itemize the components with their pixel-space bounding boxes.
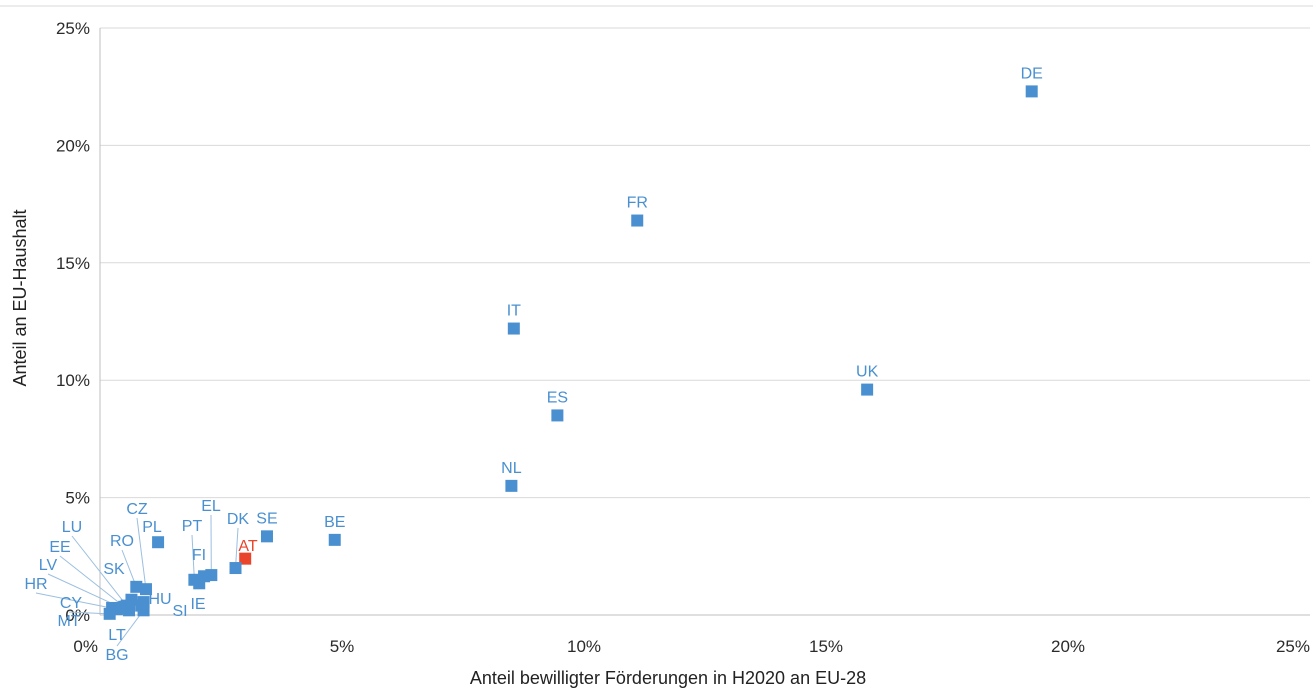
label-ie: IE xyxy=(190,596,205,613)
point-it xyxy=(507,322,520,335)
x-tick-label: 0% xyxy=(73,637,98,656)
label-at: AT xyxy=(238,538,257,555)
leader-cz xyxy=(136,517,147,590)
x-axis-ticks: 0% 5% 10% 15% 20% 25% xyxy=(73,637,1310,656)
y-tick-label: 25% xyxy=(56,19,90,38)
grid-lines xyxy=(100,27,1310,499)
data-points xyxy=(103,85,1038,620)
label-lt: LT xyxy=(108,627,126,644)
data-labels: DE FR IT UK ES NL BE SE PL AT DK EL PT FI IE CZ RO SK HUSI… xyxy=(24,65,1042,664)
y-tick-label: 20% xyxy=(56,136,90,155)
leader-dk xyxy=(235,527,239,569)
label-cy: CY xyxy=(60,595,83,612)
point-es xyxy=(551,409,564,422)
label-pt: PT xyxy=(182,518,203,535)
label-hr: HR xyxy=(24,576,47,593)
point-cz xyxy=(139,583,152,596)
y-tick-label: 5% xyxy=(65,489,90,508)
point-uk xyxy=(861,383,874,396)
point-be xyxy=(328,533,341,546)
point-de xyxy=(1025,85,1038,98)
x-tick-label: 25% xyxy=(1276,637,1310,656)
label-nl: NL xyxy=(501,460,522,477)
leader-lu xyxy=(71,535,128,606)
label-es: ES xyxy=(547,389,568,406)
label-se: SE xyxy=(256,510,277,527)
label-uk: UK xyxy=(856,364,879,381)
point-ie xyxy=(193,577,206,590)
leader-ee xyxy=(59,555,125,608)
label-sk: SK xyxy=(103,561,125,578)
label-ro: RO xyxy=(110,533,134,550)
y-tick-label: 10% xyxy=(56,371,90,390)
point-ro xyxy=(130,580,143,593)
x-tick-label: 15% xyxy=(809,637,843,656)
point-lu xyxy=(120,599,133,612)
leader-ro xyxy=(121,549,137,588)
point-dk xyxy=(229,562,242,575)
point-se xyxy=(260,530,273,543)
x-tick-label: 20% xyxy=(1051,637,1085,656)
label-fr: FR xyxy=(627,195,648,212)
label-lu: LU xyxy=(62,519,82,536)
point-bg xyxy=(137,604,150,617)
label-be: BE xyxy=(324,514,345,531)
leader-hr xyxy=(35,592,118,610)
label-el: EL xyxy=(201,498,221,515)
point-fr xyxy=(631,214,644,227)
label-pl: PL xyxy=(142,519,162,536)
label-it: IT xyxy=(507,303,521,320)
point-at xyxy=(239,552,252,565)
label-bg: BG xyxy=(105,647,128,664)
y-tick-label: 0% xyxy=(65,606,90,625)
axes xyxy=(99,28,1310,616)
label-mt: MT xyxy=(57,613,80,630)
leader-mt xyxy=(68,611,110,615)
y-axis-ticks: 0% 5% 10% 15% 20% 25% xyxy=(56,19,90,625)
x-tick-label: 10% xyxy=(567,637,601,656)
point-nl xyxy=(505,479,518,492)
label-si: SI xyxy=(172,603,187,620)
y-axis-title: Anteil an EU-Haushalt xyxy=(10,209,30,386)
label-de: DE xyxy=(1021,65,1043,82)
y-tick-label: 15% xyxy=(56,254,90,273)
label-hu: HU xyxy=(148,591,171,608)
label-cz: CZ xyxy=(126,501,148,518)
point-pl xyxy=(152,536,165,549)
leader-pt xyxy=(191,534,195,580)
label-lv: LV xyxy=(39,557,58,574)
x-tick-label: 5% xyxy=(330,637,355,656)
label-dk: DK xyxy=(227,511,250,528)
x-axis-title: Anteil bewilligter Förderungen in H2020 … xyxy=(470,668,866,688)
label-ee: EE xyxy=(49,539,70,556)
label-fi: FI xyxy=(192,547,206,564)
